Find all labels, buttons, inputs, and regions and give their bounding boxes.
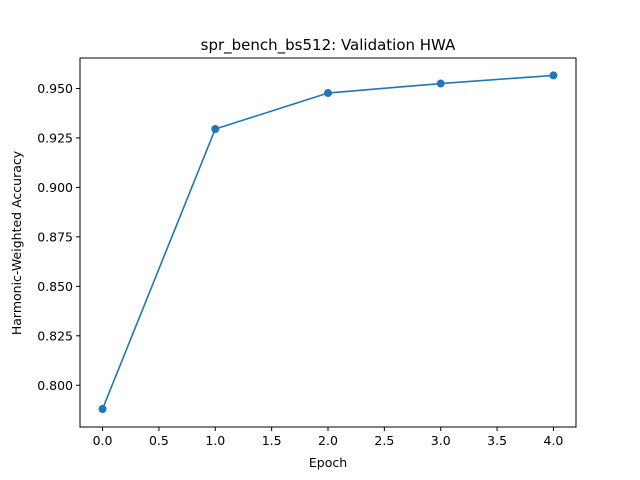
plot-area <box>80 58 576 427</box>
x-tick-label: 4.0 <box>544 433 564 448</box>
x-tick-label: 1.0 <box>205 433 225 448</box>
x-tick-label: 3.5 <box>487 433 507 448</box>
x-tick-label: 0.5 <box>149 433 169 448</box>
y-tick-label: 0.875 <box>37 229 73 244</box>
y-axis-label: Harmonic-Weighted Accuracy <box>9 150 24 335</box>
y-tick-label: 0.850 <box>37 279 73 294</box>
y-tick-label: 0.950 <box>37 81 73 96</box>
y-axis-ticks: 0.800 0.825 0.850 0.875 0.900 0.925 0.950 <box>37 81 80 393</box>
data-point <box>211 125 220 134</box>
series-layer <box>98 71 558 413</box>
y-tick-label: 0.800 <box>37 378 73 393</box>
plot-frame <box>79 57 577 428</box>
x-tick-label: 2.5 <box>374 433 394 448</box>
x-tick-label: 1.5 <box>262 433 282 448</box>
y-tick-label: 0.925 <box>37 130 73 145</box>
chart-title: spr_bench_bs512: Validation HWA <box>201 36 456 55</box>
data-point <box>98 404 107 413</box>
y-tick-label: 0.825 <box>37 328 73 343</box>
y-tick-label: 0.900 <box>37 180 73 195</box>
x-axis-ticks: 0.0 0.5 1.0 1.5 2.0 2.5 3.0 3.5 4.0 <box>93 427 564 448</box>
x-tick-label: 2.0 <box>318 433 338 448</box>
x-axis-label: Epoch <box>309 455 347 470</box>
data-point <box>549 71 558 80</box>
x-tick-label: 0.0 <box>93 433 113 448</box>
data-point <box>324 89 332 98</box>
x-tick-label: 3.0 <box>431 433 451 448</box>
data-point <box>436 79 445 88</box>
